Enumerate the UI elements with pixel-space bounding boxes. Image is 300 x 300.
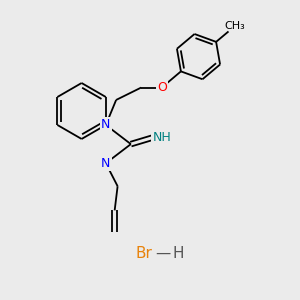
Text: —: —	[156, 246, 171, 261]
Text: H: H	[172, 246, 184, 261]
Text: N: N	[101, 118, 110, 131]
Text: NH: NH	[152, 131, 171, 144]
Text: O: O	[157, 81, 167, 94]
Text: N: N	[101, 157, 110, 170]
Text: CH₃: CH₃	[224, 21, 245, 31]
Text: Br: Br	[136, 246, 152, 261]
